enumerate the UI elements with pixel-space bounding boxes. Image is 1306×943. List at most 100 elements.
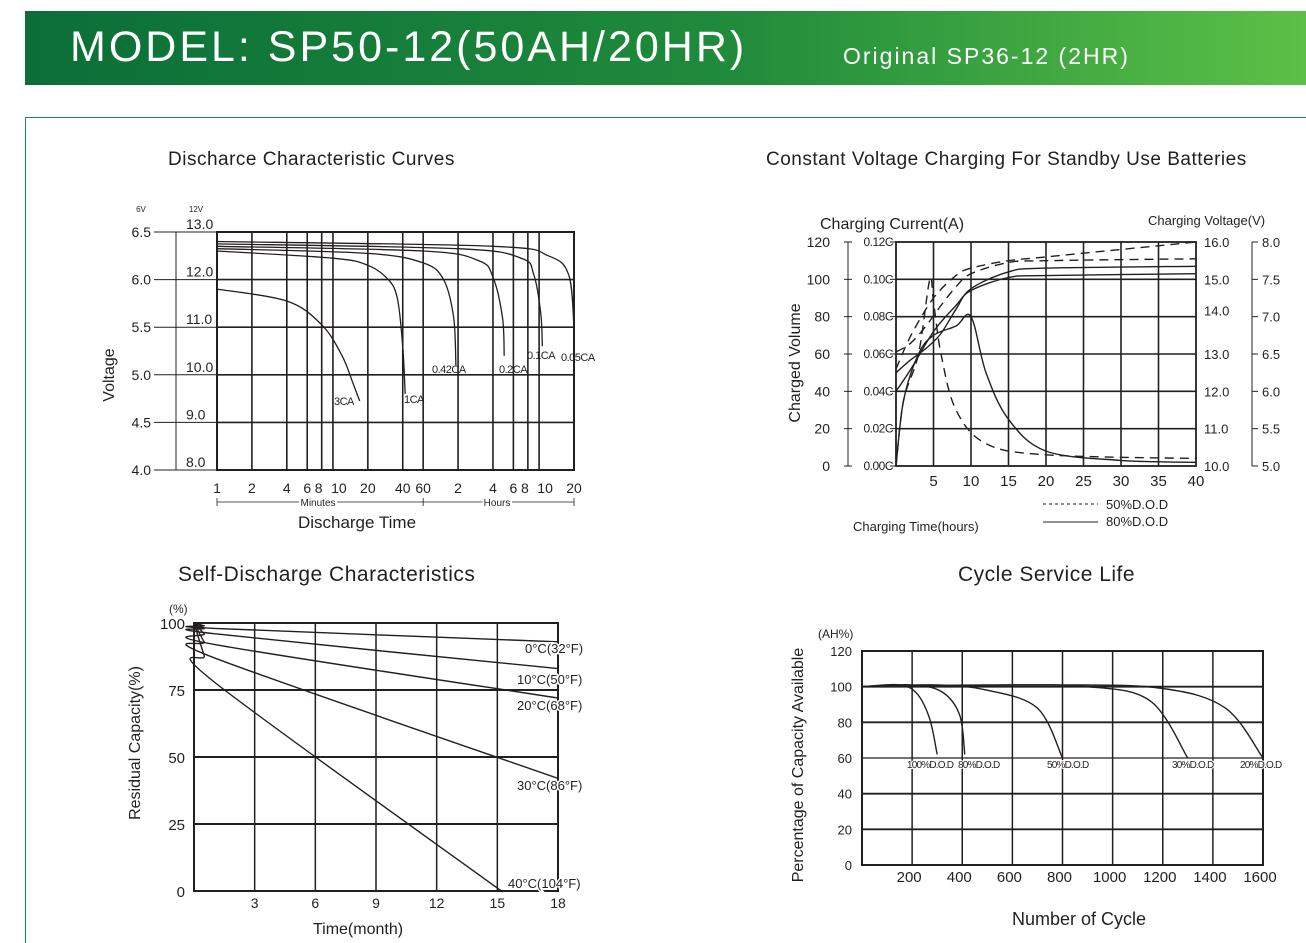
discharge-x-tick-label: 20: [566, 480, 582, 496]
cycle-series-label-50-d-o-d: 50%D.O.D: [1047, 760, 1089, 771]
charging-volume-tick-label: 120: [807, 234, 831, 250]
cycle-y-tick-label: 80: [838, 715, 852, 730]
discharge-curve-0-05ca: [216, 240, 575, 328]
discharge-x-tick-label: 10: [537, 480, 553, 496]
charging-x-tick-label: 35: [1150, 473, 1167, 490]
self-discharge-curve-30-c-86-f: [185, 622, 559, 780]
cycle-curve-100-d-o-d: [861, 683, 938, 755]
charging-12v-tick-label: 11.0: [1204, 422, 1228, 437]
discharge-curve-3ca: [216, 288, 361, 402]
cycle-y-tick-label: 40: [838, 787, 852, 802]
discharge-12v-tick-label: 12.0: [186, 264, 213, 280]
cycle-x-tick-label: 1200: [1143, 869, 1176, 886]
discharge-6v-tick-label: 5.5: [132, 319, 152, 335]
discharge-x-tick-label: 8: [315, 480, 323, 496]
charging-curve-charged-volume-80-d-o-d: [895, 265, 1197, 374]
discharge-12v-tick-label: 10.0: [186, 359, 213, 375]
discharge-chart-title: Discharce Characteristic Curves: [168, 149, 455, 170]
discharge-x-tick-label: 1: [213, 480, 221, 496]
discharge-6v-tick-label: 4.5: [132, 414, 152, 430]
legend-label-50-dod: 50%D.O.D: [1106, 497, 1168, 512]
discharge-12v-header: 12V: [189, 205, 204, 214]
cycle-series-label-20-d-o-d: 20%D.O.D: [1240, 760, 1282, 771]
model-title: MODEL: SP50-12(50AH/20HR): [70, 23, 748, 71]
self-discharge-x-tick-label: 12: [429, 895, 445, 911]
discharge-12v-tick-label: 8.0: [186, 454, 206, 470]
discharge-series-label-0-42ca: 0.42CA: [432, 364, 467, 376]
discharge-12v-tick-label: 9.0: [186, 406, 206, 422]
cycle-x-tick-label: 1000: [1093, 869, 1126, 886]
cycle-y-tick-label: 0: [845, 858, 852, 873]
charging-curve-charged-volume-50-d-o-d: [895, 258, 1197, 353]
charging-12v-tick-label: 16.0: [1204, 235, 1229, 250]
self-discharge-y-tick-label: 0: [177, 884, 185, 901]
discharge-6v-tick-label: 6.5: [132, 224, 152, 240]
charging-curve-charging-current-c-80-d-o-d: [895, 313, 1197, 467]
discharge-x-tick-label: 2: [454, 480, 462, 496]
discharge-series-label-1ca: 1CA: [404, 394, 425, 406]
charging-6v-tick-label: 5.5: [1262, 422, 1280, 437]
self-discharge-y-tick-label: 100: [160, 616, 185, 633]
charging-current-tick-label: 0.10C: [863, 272, 893, 286]
self-discharge-curve-10-c-50-f: [185, 622, 559, 670]
content-frame: [25, 117, 1306, 943]
charging-curve-charging-voltage-12v-50-d-o-d: [895, 241, 1197, 370]
charging-current-tick-label: 0.06C: [863, 347, 893, 361]
header-banner: MODEL: SP50-12(50AH/20HR) Original SP36-…: [25, 11, 1306, 85]
charging-curve-charging-current-c-50-d-o-d: [895, 276, 1197, 467]
charging-12v-tick-label: 10.0: [1204, 459, 1229, 474]
self-discharge-x-tick-label: 3: [251, 895, 259, 911]
cycle-curve-30-d-o-d: [861, 684, 1189, 759]
charging-voltage-header: Charging Voltage(V): [1148, 213, 1265, 228]
charging-x-axis-label: Charging Time(hours): [853, 519, 979, 534]
discharge-12v-tick-label: 11.0: [186, 311, 212, 327]
cycle-y-tick-label: 120: [830, 644, 852, 659]
charging-volume-tick-label: 60: [814, 346, 830, 362]
cycle-y-tick-label: 60: [838, 751, 852, 766]
discharge-6v-tick-label: 5.0: [132, 367, 152, 383]
self-discharge-x-tick-label: 9: [372, 895, 380, 911]
cycle-y-axis-label: Percentage of Capacity Available: [790, 648, 807, 883]
discharge-curve-1ca: [216, 250, 406, 394]
discharge-curve-0-42ca: [216, 248, 457, 366]
charging-current-header: Charging Current(A): [820, 216, 964, 233]
charging-6v-tick-label: 7.5: [1262, 272, 1280, 287]
cycle-x-tick-label: 400: [947, 869, 972, 886]
self-discharge-y-tick-label: 75: [168, 683, 185, 700]
cycle-x-tick-label: 1400: [1193, 869, 1226, 886]
cycle-curve-50-d-o-d: [861, 684, 1064, 759]
charging-12v-tick-label: 14.0: [1204, 304, 1229, 319]
discharge-hours-label: Hours: [484, 498, 511, 509]
self-discharge-curve-40-c-104-f: [189, 622, 502, 892]
charging-current-tick-label: 0.04C: [863, 384, 893, 398]
discharge-6v-header: 6V: [136, 205, 146, 214]
discharge-x-tick-label: 2: [248, 480, 256, 496]
discharge-x-tick-label: 6: [303, 480, 311, 496]
discharge-series-label-0-05ca: 0.05CA: [561, 352, 596, 364]
charging-current-tick-label: 0.08C: [863, 310, 893, 324]
self-discharge-series-label-10-c-50-f: 10°C(50°F): [517, 672, 582, 687]
cycle-curve-80-d-o-d: [861, 684, 966, 755]
cycle-x-tick-label: 1600: [1243, 869, 1276, 886]
self-discharge-x-axis-label: Time(month): [313, 921, 403, 938]
charging-y-axis-label: Charged Volume: [787, 303, 804, 422]
discharge-x-tick-label: 20: [360, 480, 376, 496]
charging-6v-tick-label: 6.0: [1262, 384, 1280, 399]
discharge-12v-tick-label: 13.0: [186, 216, 213, 232]
charging-x-tick-label: 30: [1113, 473, 1130, 490]
charging-current-tick-label: 0.02C: [863, 422, 893, 436]
discharge-x-tick-label: 4: [489, 480, 497, 496]
cycle-series-label-30-d-o-d: 30%D.O.D: [1172, 760, 1214, 771]
discharge-x-tick-label: 6: [509, 480, 517, 496]
self-discharge-y-axis-label: Residual Capacity(%): [127, 666, 144, 820]
charging-6v-tick-label: 7.0: [1262, 310, 1280, 325]
cycle-series-label-100-d-o-d: 100%D.O.D: [907, 760, 954, 771]
charging-12v-tick-label: 15.0: [1204, 272, 1229, 287]
charging-volume-tick-label: 0: [822, 458, 830, 474]
discharge-curve-0-2ca: [216, 245, 505, 356]
cycle-x-tick-label: 200: [897, 869, 922, 886]
cycle-y-unit: (AH%): [818, 627, 853, 641]
charging-6v-tick-label: 5.0: [1262, 459, 1280, 474]
self-discharge-y-unit: (%): [169, 602, 188, 616]
charging-x-tick-label: 5: [929, 473, 937, 490]
